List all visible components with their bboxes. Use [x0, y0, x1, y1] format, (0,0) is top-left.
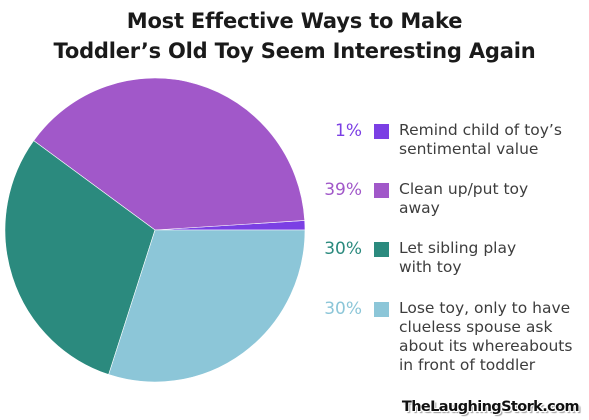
legend-swatch-1	[374, 124, 389, 139]
legend-label-4-line-4: in front of toddler	[399, 356, 536, 374]
chart-title-line-1: Most Effective Ways to Make	[126, 9, 463, 33]
legend-value-1: 1%	[335, 121, 362, 141]
legend-value-3: 30%	[324, 239, 362, 259]
pie-slice-2	[33, 77, 306, 231]
legend-swatch-2	[374, 183, 389, 198]
site-watermark: TheLaughingStork.com	[401, 399, 580, 415]
legend-label-4-line-1: Lose toy, only to have	[399, 299, 571, 317]
legend-swatch-3	[374, 242, 389, 257]
pie-slice-4	[108, 229, 306, 383]
pie-slice-3	[4, 140, 156, 375]
legend-label-4: Lose toy, only to have clueless spouse a…	[399, 299, 586, 375]
legend-label-2-line-2: away	[399, 199, 440, 217]
legend-label-4-line-2: clueless spouse ask	[399, 318, 553, 336]
legend-label-3: Let sibling play with toy	[399, 239, 586, 277]
legend-label-1-line-1: Remind child of toy’s	[399, 121, 562, 139]
legend-label-3-line-2: with toy	[399, 258, 462, 276]
legend-label-2: Clean up/put toy away	[399, 180, 586, 218]
legend-value-2: 39%	[324, 180, 362, 200]
legend-label-2-line-1: Clean up/put toy	[399, 180, 529, 198]
legend-label-1: Remind child of toy’s sentimental value	[399, 121, 586, 159]
legend-value-4: 30%	[324, 299, 362, 319]
legend-label-4-line-3: about its whereabouts	[399, 337, 573, 355]
legend-label-3-line-1: Let sibling play	[399, 239, 517, 257]
legend-swatch-4	[374, 302, 389, 317]
legend-label-1-line-2: sentimental value	[399, 140, 539, 158]
chart-title-line-2: Toddler’s Old Toy Seem Interesting Again	[53, 39, 536, 63]
chart-title: Most Effective Ways to Make Toddler’s Ol…	[0, 6, 589, 66]
